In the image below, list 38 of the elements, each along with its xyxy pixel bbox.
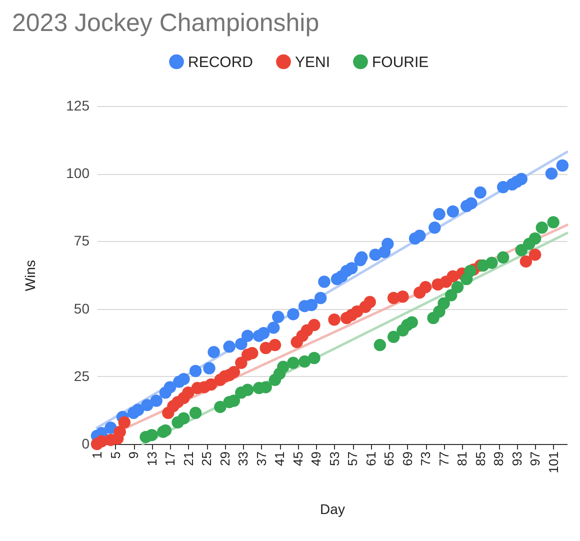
x-tick-label: 37 bbox=[254, 452, 269, 466]
x-tick-label: 89 bbox=[491, 452, 506, 466]
x-tick-label: 85 bbox=[472, 452, 488, 466]
x-tick-label: 45 bbox=[290, 452, 306, 466]
x-tick-label: 73 bbox=[418, 452, 434, 466]
x-tick-label: 57 bbox=[345, 452, 360, 466]
x-tick-label: 25 bbox=[199, 452, 214, 466]
chart-title: 2023 Jockey Championship bbox=[12, 9, 320, 37]
x-tick-label: 13 bbox=[144, 452, 160, 466]
y-tick-label: 50 bbox=[74, 300, 90, 316]
x-tick-label: 29 bbox=[217, 452, 232, 466]
x-tick-label: 5 bbox=[108, 452, 123, 459]
x-tick-label: 101 bbox=[546, 452, 561, 474]
x-tick-label: 69 bbox=[400, 452, 415, 466]
y-tick-label: 100 bbox=[66, 165, 90, 182]
x-tick-label: 9 bbox=[126, 452, 142, 459]
y-tick-label: 0 bbox=[82, 436, 90, 452]
x-tick-label: 1 bbox=[90, 452, 104, 459]
y-axis-title: Wins bbox=[22, 260, 38, 292]
x-tick-label: 81 bbox=[454, 452, 470, 466]
legend-label: YENI bbox=[295, 54, 330, 71]
x-axis-title: Day bbox=[320, 501, 345, 518]
x-tick-label: 41 bbox=[272, 452, 288, 466]
y-tick-label: 75 bbox=[74, 232, 90, 249]
x-tick-label: 53 bbox=[326, 452, 342, 466]
legend-label: RECORD bbox=[188, 54, 254, 71]
x-tick-label: 17 bbox=[162, 452, 178, 466]
x-tick-label: 21 bbox=[180, 452, 196, 466]
x-tick-label: 97 bbox=[528, 452, 543, 466]
x-tick-label: 33 bbox=[236, 452, 251, 466]
legend-label: FOURIE bbox=[372, 54, 429, 71]
x-tick-label: 77 bbox=[436, 452, 452, 466]
x-tick-label: 93 bbox=[509, 452, 524, 466]
x-tick-label: 49 bbox=[308, 452, 324, 466]
y-tick-label: 125 bbox=[66, 98, 90, 114]
y-tick-label: 25 bbox=[74, 368, 90, 384]
x-tick-label: 61 bbox=[363, 452, 378, 466]
x-tick-label: 65 bbox=[382, 452, 397, 466]
